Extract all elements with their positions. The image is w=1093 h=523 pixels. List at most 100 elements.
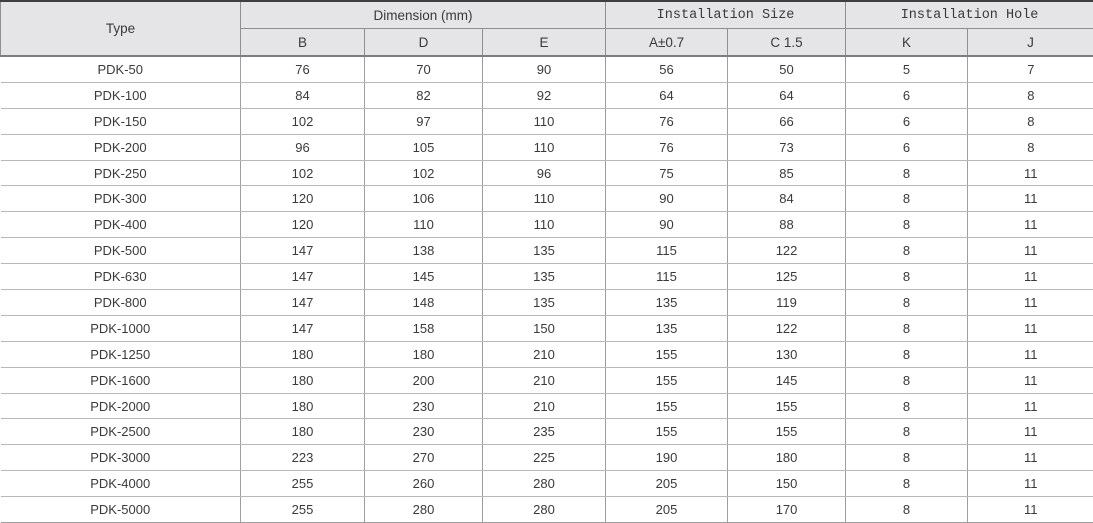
type-cell: PDK-50 [1,56,241,82]
value-cell: 8 [968,82,1093,108]
type-cell: PDK-250 [1,160,241,186]
value-cell: 280 [365,497,483,523]
value-cell: 8 [846,160,968,186]
value-cell: 90 [606,186,728,212]
value-cell: 119 [728,290,846,316]
value-cell: 147 [241,238,365,264]
value-cell: 8 [968,134,1093,160]
value-cell: 11 [968,264,1093,290]
value-cell: 155 [606,419,728,445]
value-cell: 120 [241,186,365,212]
value-cell: 66 [728,108,846,134]
type-cell: PDK-3000 [1,445,241,471]
header-group-row: Type Dimension (mm) Installation Size In… [1,1,1093,29]
value-cell: 270 [365,445,483,471]
type-cell: PDK-630 [1,264,241,290]
value-cell: 180 [241,393,365,419]
type-cell: PDK-5000 [1,497,241,523]
value-cell: 11 [968,290,1093,316]
table-header: Type Dimension (mm) Installation Size In… [1,1,1093,56]
value-cell: 180 [728,445,846,471]
value-cell: 155 [728,419,846,445]
value-cell: 155 [606,393,728,419]
value-cell: 280 [483,471,606,497]
value-cell: 190 [606,445,728,471]
header-col-c: C 1.5 [728,29,846,57]
value-cell: 205 [606,471,728,497]
value-cell: 11 [968,471,1093,497]
value-cell: 147 [241,290,365,316]
type-cell: PDK-100 [1,82,241,108]
value-cell: 50 [728,56,846,82]
value-cell: 102 [241,108,365,134]
value-cell: 125 [728,264,846,290]
type-cell: PDK-2000 [1,393,241,419]
value-cell: 110 [483,108,606,134]
value-cell: 85 [728,160,846,186]
value-cell: 150 [728,471,846,497]
value-cell: 7 [968,56,1093,82]
value-cell: 8 [846,393,968,419]
value-cell: 76 [241,56,365,82]
value-cell: 75 [606,160,728,186]
value-cell: 205 [606,497,728,523]
value-cell: 155 [606,341,728,367]
value-cell: 180 [365,341,483,367]
header-col-d: D [365,29,483,57]
value-cell: 8 [846,186,968,212]
value-cell: 180 [241,341,365,367]
value-cell: 180 [241,419,365,445]
value-cell: 11 [968,393,1093,419]
value-cell: 105 [365,134,483,160]
value-cell: 230 [365,393,483,419]
value-cell: 180 [241,367,365,393]
value-cell: 11 [968,419,1093,445]
value-cell: 110 [483,186,606,212]
header-group-installation-hole: Installation Hole [846,1,1093,29]
type-cell: PDK-500 [1,238,241,264]
header-col-e: E [483,29,606,57]
type-cell: PDK-4000 [1,471,241,497]
value-cell: 155 [606,367,728,393]
value-cell: 102 [365,160,483,186]
value-cell: 8 [846,264,968,290]
value-cell: 70 [365,56,483,82]
value-cell: 90 [606,212,728,238]
value-cell: 6 [846,134,968,160]
value-cell: 96 [241,134,365,160]
value-cell: 148 [365,290,483,316]
value-cell: 11 [968,315,1093,341]
value-cell: 84 [728,186,846,212]
header-type: Type [1,1,241,56]
value-cell: 8 [846,238,968,264]
value-cell: 8 [846,212,968,238]
value-cell: 73 [728,134,846,160]
value-cell: 8 [846,341,968,367]
header-col-j: J [968,29,1093,57]
value-cell: 11 [968,497,1093,523]
value-cell: 8 [846,419,968,445]
value-cell: 11 [968,238,1093,264]
header-group-dimension: Dimension (mm) [241,1,606,29]
value-cell: 11 [968,341,1093,367]
type-cell: PDK-1250 [1,341,241,367]
value-cell: 106 [365,186,483,212]
value-cell: 135 [606,290,728,316]
type-cell: PDK-1600 [1,367,241,393]
value-cell: 210 [483,393,606,419]
value-cell: 223 [241,445,365,471]
value-cell: 11 [968,212,1093,238]
value-cell: 135 [483,290,606,316]
value-cell: 56 [606,56,728,82]
value-cell: 5 [846,56,968,82]
value-cell: 64 [606,82,728,108]
